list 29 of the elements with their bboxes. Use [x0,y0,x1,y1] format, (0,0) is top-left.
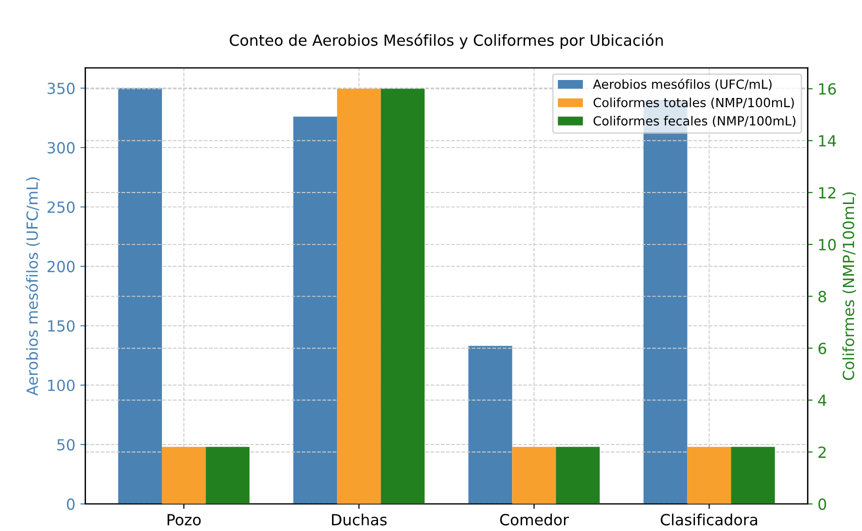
y-tick-label: 0 [66,498,75,510]
y-tick-label: 250 [48,201,75,213]
y-tick-label: 350 [48,82,75,94]
legend-label: Coliformes totales (NMP/100mL) [594,98,794,109]
y2-tick-label: 0 [818,498,826,510]
y-tick-label: 200 [48,260,75,272]
x-tick-label: Clasificadora [660,514,758,526]
y2-axis-title: Coliformes (NMP/100mL) [842,192,856,380]
chart-title: Conteo de Aerobios Mesófilos y Coliformes por Ubicación [230,34,663,49]
y-axis-title: Aerobios mesófilos (UFC/mL) [26,177,40,396]
y2-tick-label: 14 [819,135,836,146]
y2-tick-label: 16 [819,83,836,95]
y-tick-label: 50 [57,438,75,451]
y2-tick-label: 4 [818,394,826,406]
y2-tick-label: 2 [818,446,826,458]
y2-tick-label: 12 [819,186,836,198]
y-tick-label: 300 [48,142,75,154]
legend-label: Coliformes fecales (NMP/100mL) [594,116,796,128]
x-tick-label: Comedor [500,514,569,526]
y-tick-label: 150 [48,320,75,332]
y-tick-label: 100 [48,380,75,392]
x-tick-label: Pozo [168,514,201,526]
y2-tick-label: 8 [818,290,826,302]
legend-label: Aerobios mesófilos (UFC/mL) [592,78,772,90]
bar [468,346,512,504]
bar [118,88,162,504]
x-tick-label: Duchas [332,514,387,526]
y2-tick-label: 6 [818,342,826,354]
y2-tick-label: 10 [819,238,836,250]
